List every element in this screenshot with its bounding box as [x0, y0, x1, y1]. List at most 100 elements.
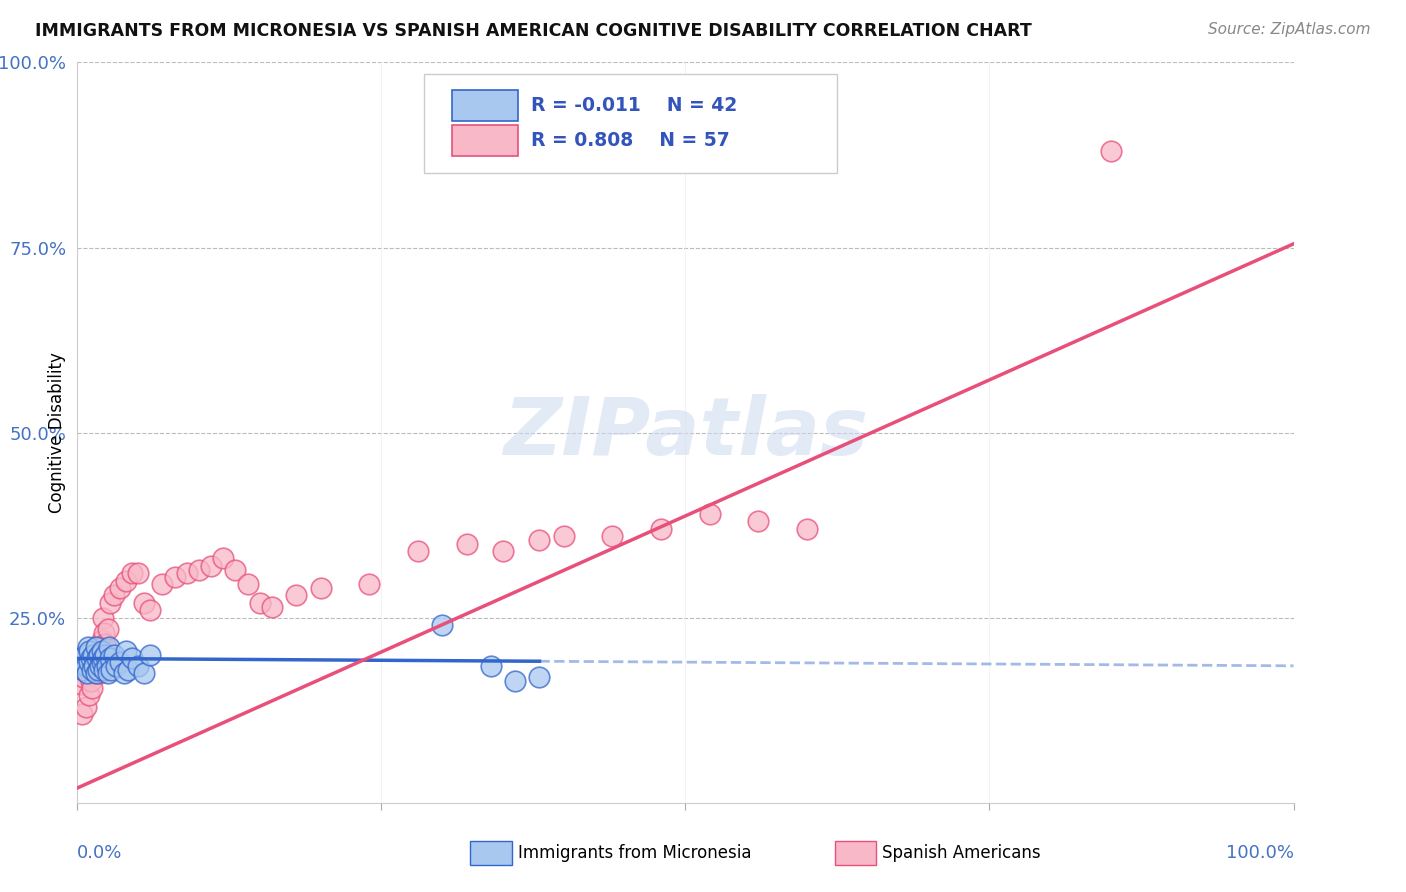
- Point: [121, 566, 143, 581]
- Point: [127, 566, 149, 581]
- Point: [285, 589, 308, 603]
- Point: [83, 651, 105, 665]
- Point: [76, 648, 98, 662]
- Point: [236, 577, 259, 591]
- Point: [79, 644, 101, 658]
- Point: [152, 577, 174, 591]
- Point: [89, 648, 111, 662]
- Point: [80, 673, 103, 688]
- Point: [529, 670, 551, 684]
- Point: [127, 658, 149, 673]
- Point: [163, 570, 186, 584]
- Point: [108, 655, 131, 669]
- Text: Spanish Americans: Spanish Americans: [883, 844, 1040, 863]
- Point: [97, 622, 120, 636]
- Point: [70, 706, 93, 721]
- Point: [456, 536, 478, 550]
- Point: [89, 666, 111, 681]
- Text: 0.0%: 0.0%: [77, 844, 122, 862]
- Y-axis label: Cognitive Disability: Cognitive Disability: [48, 352, 66, 513]
- Point: [94, 648, 117, 662]
- Point: [359, 577, 381, 591]
- Point: [115, 574, 138, 588]
- Point: [108, 581, 131, 595]
- Point: [492, 544, 515, 558]
- Point: [79, 655, 101, 669]
- Point: [75, 658, 97, 673]
- Point: [84, 640, 107, 655]
- FancyBboxPatch shape: [451, 126, 517, 156]
- Point: [93, 663, 115, 677]
- Point: [91, 610, 114, 624]
- Point: [796, 522, 818, 536]
- Point: [121, 651, 143, 665]
- Text: ZIPatlas: ZIPatlas: [503, 393, 868, 472]
- FancyBboxPatch shape: [470, 841, 512, 865]
- Point: [90, 655, 112, 669]
- Point: [602, 529, 624, 543]
- Point: [90, 644, 112, 658]
- Point: [699, 507, 721, 521]
- Point: [79, 655, 101, 669]
- Point: [98, 651, 121, 665]
- Point: [84, 666, 107, 681]
- Point: [80, 663, 103, 677]
- Point: [86, 651, 108, 665]
- Point: [72, 670, 94, 684]
- Point: [97, 640, 120, 655]
- Point: [134, 666, 156, 681]
- Point: [176, 566, 198, 581]
- Point: [747, 515, 769, 529]
- Point: [80, 681, 103, 695]
- Point: [82, 648, 104, 662]
- Point: [90, 655, 112, 669]
- Point: [87, 658, 110, 673]
- Point: [91, 651, 114, 665]
- Text: R = -0.011    N = 42: R = -0.011 N = 42: [531, 95, 737, 115]
- Point: [84, 666, 107, 681]
- FancyBboxPatch shape: [451, 90, 517, 121]
- Point: [309, 581, 332, 595]
- Point: [553, 529, 575, 543]
- FancyBboxPatch shape: [425, 73, 838, 173]
- Point: [86, 651, 108, 665]
- Point: [134, 596, 156, 610]
- Point: [93, 625, 115, 640]
- Point: [188, 563, 211, 577]
- Point: [430, 618, 453, 632]
- Point: [139, 648, 162, 662]
- Text: Source: ZipAtlas.com: Source: ZipAtlas.com: [1208, 22, 1371, 37]
- Point: [89, 658, 111, 673]
- Point: [139, 603, 162, 617]
- Point: [96, 658, 118, 673]
- Point: [117, 663, 139, 677]
- Point: [97, 666, 120, 681]
- Point: [406, 544, 429, 558]
- Point: [260, 599, 283, 614]
- Point: [70, 651, 93, 665]
- Point: [249, 596, 271, 610]
- Point: [70, 677, 93, 691]
- Point: [73, 658, 96, 673]
- Point: [79, 689, 101, 703]
- FancyBboxPatch shape: [835, 841, 876, 865]
- Point: [73, 648, 96, 662]
- Point: [650, 522, 672, 536]
- Point: [72, 663, 94, 677]
- Point: [224, 563, 246, 577]
- Text: 100.0%: 100.0%: [1226, 844, 1294, 862]
- Text: R = 0.808    N = 57: R = 0.808 N = 57: [531, 131, 730, 151]
- Point: [83, 658, 105, 673]
- Point: [87, 663, 110, 677]
- Point: [84, 640, 107, 655]
- Point: [76, 666, 98, 681]
- Text: IMMIGRANTS FROM MICRONESIA VS SPANISH AMERICAN COGNITIVE DISABILITY CORRELATION : IMMIGRANTS FROM MICRONESIA VS SPANISH AM…: [35, 22, 1032, 40]
- Point: [98, 596, 121, 610]
- Point: [94, 637, 117, 651]
- Point: [479, 658, 502, 673]
- Point: [200, 558, 222, 573]
- Point: [90, 632, 112, 647]
- Point: [112, 666, 135, 681]
- Point: [77, 640, 100, 655]
- Point: [75, 699, 97, 714]
